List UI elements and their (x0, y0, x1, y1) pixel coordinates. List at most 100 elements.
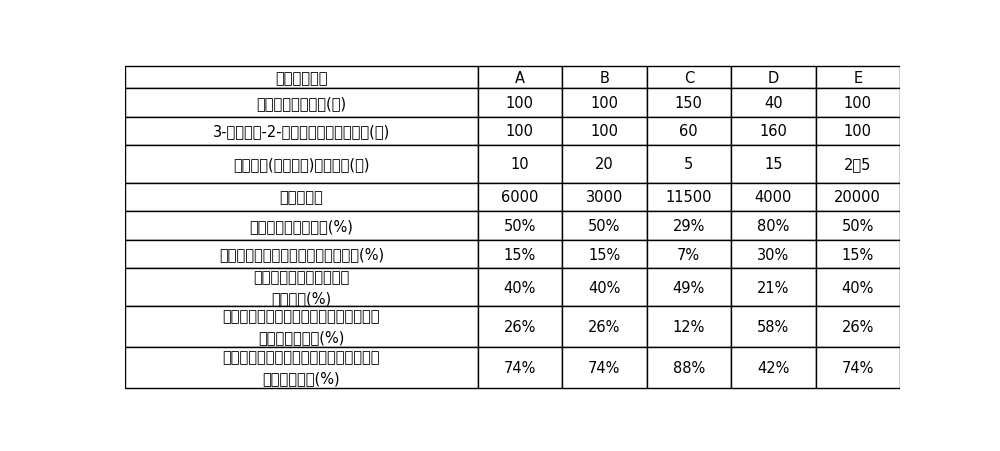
Text: D: D (768, 71, 779, 86)
Bar (731, 240, 816, 269)
Text: 水溶性聚合物中磺酸基相对于磺酸基和羧
基总量的摩尔比(%): 水溶性聚合物中磺酸基相对于磺酸基和羧 基总量的摩尔比(%) (223, 309, 380, 345)
Bar (816, 117, 900, 146)
Text: 6000: 6000 (501, 190, 539, 205)
Text: 2．5: 2．5 (844, 157, 871, 172)
Text: 26%: 26% (842, 319, 874, 334)
Text: 100: 100 (590, 124, 618, 139)
Bar (647, 146, 731, 183)
Text: 100: 100 (506, 96, 534, 110)
Bar (731, 183, 816, 212)
Text: 100: 100 (506, 124, 534, 139)
Text: 3000: 3000 (586, 190, 623, 205)
Bar (647, 240, 731, 269)
Text: 重均分子量: 重均分子量 (279, 190, 323, 205)
Bar (647, 212, 731, 240)
Text: 74%: 74% (588, 360, 621, 375)
Bar (125, 67, 478, 89)
Text: 26%: 26% (504, 319, 536, 334)
Text: 40: 40 (764, 96, 783, 110)
Text: 水溶性聚合物中的磺酸基的重量比例(%): 水溶性聚合物中的磺酸基的重量比例(%) (219, 247, 384, 262)
Bar (647, 117, 731, 146)
Bar (562, 240, 647, 269)
Text: 15%: 15% (842, 247, 874, 262)
Bar (125, 306, 478, 347)
Bar (647, 67, 731, 89)
Text: 水溶性聚合物中的羧基的
重量比例(%): 水溶性聚合物中的羧基的 重量比例(%) (253, 270, 349, 305)
Bar (816, 89, 900, 117)
Bar (562, 269, 647, 306)
Bar (478, 240, 562, 269)
Bar (478, 67, 562, 89)
Bar (647, 183, 731, 212)
Bar (647, 347, 731, 388)
Text: 160: 160 (759, 124, 787, 139)
Bar (816, 183, 900, 212)
Text: 30%: 30% (757, 247, 789, 262)
Text: A: A (515, 71, 525, 86)
Text: C: C (684, 71, 694, 86)
Bar (125, 347, 478, 388)
Bar (731, 117, 816, 146)
Text: 20: 20 (595, 157, 614, 172)
Text: 26%: 26% (588, 319, 621, 334)
Text: 100: 100 (844, 96, 872, 110)
Text: 100: 100 (844, 124, 872, 139)
Bar (125, 89, 478, 117)
Bar (816, 67, 900, 89)
Bar (731, 347, 816, 388)
Bar (647, 269, 731, 306)
Bar (731, 146, 816, 183)
Bar (562, 146, 647, 183)
Text: 7%: 7% (677, 247, 700, 262)
Text: 15%: 15% (588, 247, 620, 262)
Text: 15%: 15% (504, 247, 536, 262)
Bar (562, 117, 647, 146)
Text: 150: 150 (675, 96, 703, 110)
Bar (816, 347, 900, 388)
Text: 40%: 40% (588, 280, 621, 295)
Text: 丙烯酸钠的装入量(份): 丙烯酸钠的装入量(份) (256, 96, 346, 110)
Bar (478, 183, 562, 212)
Text: 100: 100 (590, 96, 618, 110)
Bar (478, 347, 562, 388)
Bar (125, 146, 478, 183)
Bar (816, 269, 900, 306)
Text: 29%: 29% (673, 219, 705, 234)
Text: E: E (853, 71, 862, 86)
Text: 40%: 40% (504, 280, 536, 295)
Text: 10: 10 (511, 157, 529, 172)
Bar (478, 269, 562, 306)
Bar (816, 146, 900, 183)
Bar (816, 212, 900, 240)
Text: 42%: 42% (757, 360, 789, 375)
Bar (731, 67, 816, 89)
Bar (816, 306, 900, 347)
Bar (816, 240, 900, 269)
Bar (731, 89, 816, 117)
Text: 5: 5 (684, 157, 693, 172)
Bar (562, 212, 647, 240)
Text: 40%: 40% (842, 280, 874, 295)
Bar (478, 146, 562, 183)
Text: 74%: 74% (842, 360, 874, 375)
Text: 磺酸单体的重量比例(%): 磺酸单体的重量比例(%) (249, 219, 353, 234)
Text: 50%: 50% (842, 219, 874, 234)
Text: 11500: 11500 (666, 190, 712, 205)
Text: 20000: 20000 (834, 190, 881, 205)
Text: 80%: 80% (757, 219, 789, 234)
Text: 60: 60 (680, 124, 698, 139)
Text: B: B (599, 71, 609, 86)
Text: 水溶性聚合物: 水溶性聚合物 (275, 71, 328, 86)
Bar (647, 306, 731, 347)
Bar (125, 269, 478, 306)
Text: 21%: 21% (757, 280, 789, 295)
Text: 50%: 50% (504, 219, 536, 234)
Bar (125, 212, 478, 240)
Bar (562, 89, 647, 117)
Text: 水溶性聚合物中羧基相对于磺酸基和羧基
总量的摩尔比(%): 水溶性聚合物中羧基相对于磺酸基和羧基 总量的摩尔比(%) (223, 350, 380, 386)
Text: 3-烯丙氧基-2-羟基丙磺酸钠的装入量(份): 3-烯丙氧基-2-羟基丙磺酸钠的装入量(份) (213, 124, 390, 139)
Text: 4000: 4000 (755, 190, 792, 205)
Bar (647, 89, 731, 117)
Bar (562, 183, 647, 212)
Bar (562, 347, 647, 388)
